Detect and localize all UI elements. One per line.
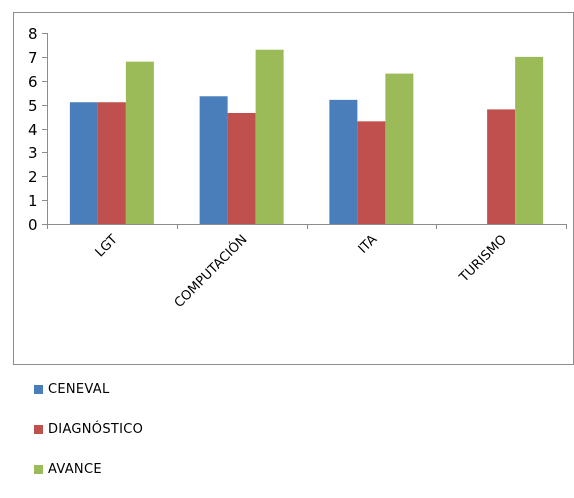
chart: 0 1 2 3 4 5 6 7 8 LGT COMPUTACIÓN ITA TURISMO CENEV… bbox=[13, 12, 574, 477]
y-tick-label-3: 3 bbox=[28, 144, 38, 162]
bar-chart-svg: 0 1 2 3 4 5 6 7 8 LGT COMPUTACIÓN ITA TURISMO bbox=[13, 12, 574, 365]
legend-swatch-avance bbox=[34, 464, 43, 474]
bars-group bbox=[69, 49, 544, 225]
x-category-label-2: ITA bbox=[356, 232, 381, 257]
legend-item-diagnostico: DIAGNÓSTICO bbox=[34, 418, 143, 440]
legend-swatch-diagnostico bbox=[34, 424, 43, 434]
y-tick-label-5: 5 bbox=[28, 97, 38, 115]
legend-label-ceneval: CENEVAL bbox=[48, 381, 110, 397]
y-tick-label-2: 2 bbox=[28, 168, 38, 186]
bar-diagnóstico-2 bbox=[357, 121, 386, 224]
bar-diagnóstico-3 bbox=[487, 109, 516, 224]
bar-ceneval-0 bbox=[69, 102, 98, 224]
x-axis-category-labels: LGT COMPUTACIÓN ITA TURISMO bbox=[93, 232, 510, 311]
bar-ceneval-2 bbox=[329, 99, 358, 224]
legend: CENEVAL DIAGNÓSTICO AVANCE bbox=[34, 378, 143, 498]
x-category-label-0: LGT bbox=[93, 232, 121, 260]
y-tick-label-1: 1 bbox=[28, 192, 38, 210]
y-tick-label-0: 0 bbox=[28, 216, 38, 234]
bar-avance-1 bbox=[255, 49, 284, 225]
bar-avance-3 bbox=[515, 56, 544, 224]
bar-avance-2 bbox=[385, 73, 414, 225]
legend-item-ceneval: CENEVAL bbox=[34, 378, 143, 400]
x-axis-ticks bbox=[47, 224, 567, 229]
x-category-label-3: TURISMO bbox=[456, 232, 510, 286]
bar-diagnóstico-1 bbox=[227, 112, 256, 224]
legend-label-diagnostico: DIAGNÓSTICO bbox=[48, 421, 144, 437]
bar-diagnóstico-0 bbox=[97, 102, 126, 224]
bar-avance-0 bbox=[125, 61, 154, 225]
y-axis-ticks bbox=[42, 33, 47, 225]
bar-ceneval-1 bbox=[199, 96, 228, 224]
y-axis-tick-labels: 0 1 2 3 4 5 6 7 8 bbox=[28, 25, 38, 234]
y-tick-label-4: 4 bbox=[28, 121, 38, 139]
y-tick-label-8: 8 bbox=[28, 25, 38, 43]
x-category-label-1: COMPUTACIÓN bbox=[171, 232, 250, 311]
legend-swatch-ceneval bbox=[34, 384, 43, 394]
legend-item-avance: AVANCE bbox=[34, 458, 143, 480]
y-tick-label-6: 6 bbox=[28, 73, 38, 91]
y-tick-label-7: 7 bbox=[28, 49, 38, 67]
legend-label-avance: AVANCE bbox=[48, 461, 102, 477]
